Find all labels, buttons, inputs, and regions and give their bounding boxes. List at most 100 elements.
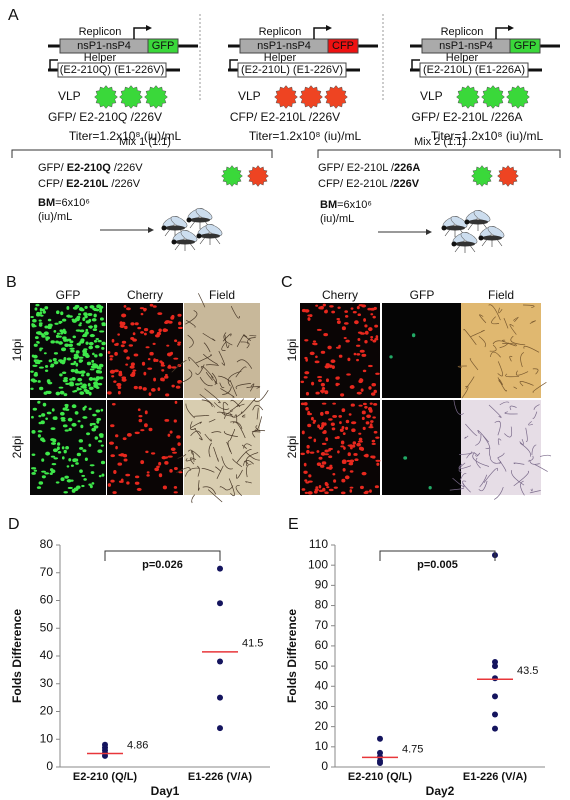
cell [93, 339, 98, 343]
fiber [211, 431, 222, 434]
cell [98, 475, 102, 478]
cell [63, 393, 68, 397]
cell [341, 478, 346, 483]
cell [123, 458, 128, 462]
cell [45, 417, 48, 420]
cell [159, 360, 163, 363]
fiber [489, 351, 501, 358]
cell [58, 321, 62, 325]
micrograph [184, 400, 260, 495]
cell [101, 341, 106, 346]
point [217, 694, 223, 701]
fiber [488, 404, 502, 418]
promoter [49, 59, 58, 70]
cell [165, 393, 170, 397]
fiber [198, 480, 200, 491]
y-tick-label: 30 [315, 699, 329, 713]
cell [352, 441, 357, 445]
cell [353, 453, 358, 456]
fiber [195, 364, 205, 375]
cell [120, 344, 125, 348]
cell [99, 317, 104, 321]
cell [130, 322, 135, 326]
mosquito-head [196, 233, 202, 239]
fiber [529, 490, 541, 494]
fiber [194, 428, 203, 441]
cell [145, 450, 149, 454]
cell [173, 357, 179, 360]
fiber [463, 328, 477, 346]
fiber [497, 452, 505, 459]
fiber [202, 332, 216, 342]
cell [45, 306, 49, 310]
cell [303, 462, 307, 467]
mosquito-wing [460, 232, 478, 244]
cell [42, 402, 47, 407]
fiber [232, 458, 243, 468]
cell [78, 439, 84, 443]
cell [126, 356, 130, 360]
cell [364, 324, 368, 328]
cell [142, 387, 147, 391]
cell [356, 442, 362, 447]
fiber [245, 452, 259, 465]
cell [75, 462, 79, 465]
cell [88, 443, 92, 447]
mix1: Mix 1 (1:1) GFP/ E2-210Q /226V CFP/ E2-2… [11, 136, 273, 233]
fiber [193, 414, 210, 417]
fiber [497, 361, 504, 377]
cell [98, 433, 104, 438]
cell [337, 306, 341, 309]
cell [137, 326, 142, 330]
cell [369, 402, 373, 405]
cell [346, 459, 351, 463]
cell [118, 453, 123, 457]
fiber [178, 369, 193, 384]
cell [145, 346, 150, 349]
vlp-particle [221, 165, 243, 187]
cell [332, 415, 338, 418]
mosquito-legs [481, 237, 503, 247]
cell [321, 390, 324, 394]
cell [315, 391, 320, 395]
fiber [461, 385, 469, 399]
cell [97, 339, 102, 343]
fiber [458, 462, 466, 473]
cell [93, 425, 99, 429]
cell [370, 392, 376, 396]
cell [121, 376, 127, 380]
y-tick-label: 60 [315, 638, 329, 652]
cell [156, 465, 160, 469]
cell [331, 310, 336, 314]
cell [100, 408, 104, 412]
fiber [532, 411, 538, 419]
t: E2-210L [66, 178, 108, 190]
fiber [531, 444, 537, 455]
panel-letter: C [281, 274, 293, 291]
cell [358, 404, 363, 407]
cell [362, 402, 367, 406]
promoter-head [146, 25, 152, 31]
cell [310, 416, 314, 421]
point [377, 759, 383, 766]
cell [58, 386, 64, 389]
fiber [511, 470, 525, 486]
cell [341, 459, 347, 464]
vlp-particle [299, 85, 323, 109]
cell [91, 427, 97, 432]
replicon-label: Replicon [79, 26, 122, 38]
cell [92, 381, 99, 386]
cell [36, 486, 42, 489]
cell [84, 457, 88, 461]
cell [171, 384, 175, 388]
promoter-head [326, 25, 332, 31]
cell [134, 322, 139, 326]
cell [301, 430, 305, 435]
arrowhead [148, 227, 154, 233]
fiber [185, 458, 193, 462]
cell [42, 310, 46, 314]
y-tick-label: 70 [315, 618, 329, 632]
mosquito-legs [199, 235, 221, 245]
mosquito-wing [195, 208, 213, 220]
fiber [205, 371, 213, 381]
